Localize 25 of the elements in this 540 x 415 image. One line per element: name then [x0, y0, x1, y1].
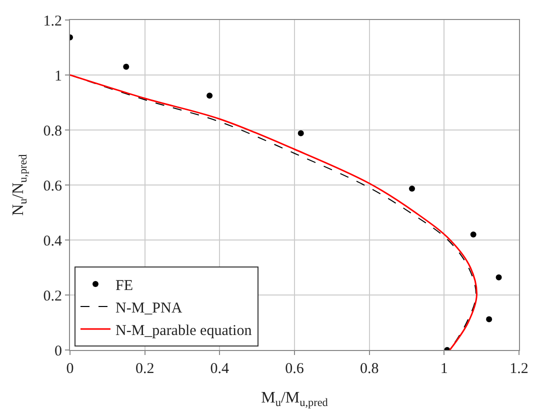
y-tick-label: 0.6	[43, 178, 62, 194]
y-tick-label: 1	[54, 68, 62, 84]
point	[486, 316, 492, 322]
x-tick-label: 0.6	[285, 361, 304, 377]
x-tick-label: 0.2	[135, 361, 154, 377]
y-tick-label: 0.4	[43, 233, 62, 250]
y-tick-label: 0	[54, 343, 62, 360]
legend-label: N-M_parable equation	[115, 322, 252, 339]
x-tick-label: 0.4	[210, 361, 230, 377]
legend-label: N-M_PNA	[115, 300, 182, 316]
legend-label: FE	[115, 278, 134, 294]
point	[470, 232, 476, 238]
y-tick-label: 0.8	[43, 123, 62, 140]
point	[123, 64, 130, 70]
y-tick-label: 0.2	[43, 288, 62, 304]
x-tick-label: 0.8	[360, 361, 379, 377]
x-tick-label: 0	[66, 361, 74, 377]
point	[408, 186, 415, 192]
x-tick-label: 1	[440, 361, 448, 377]
y-tick-label: 1.2	[43, 13, 62, 30]
point	[496, 274, 502, 280]
point	[206, 92, 213, 99]
point	[298, 130, 304, 136]
x-axis-title: M$_{u}$/M$_{u,pred}$	[261, 390, 328, 410]
x-tick-label: 1.2	[510, 361, 528, 377]
